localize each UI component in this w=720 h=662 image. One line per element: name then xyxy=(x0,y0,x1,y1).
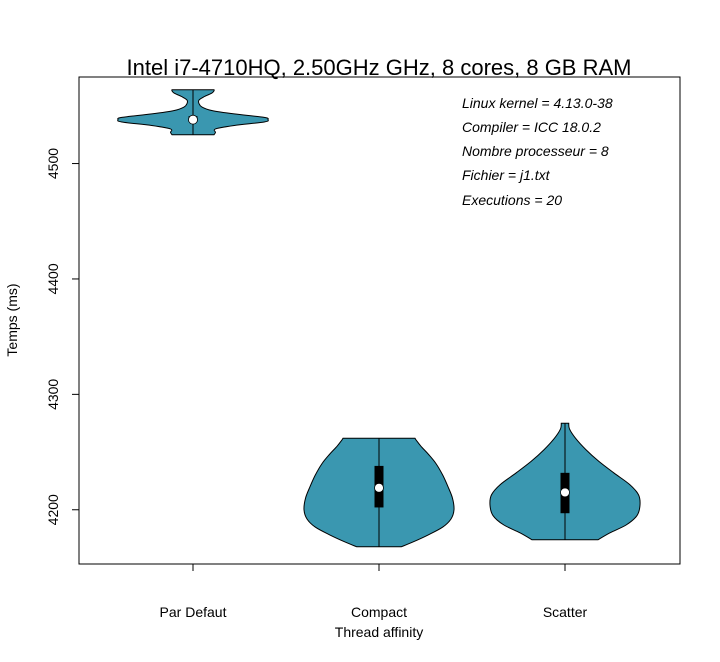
annotation-block: Linux kernel = 4.13.0-38 Compiler = ICC 1… xyxy=(462,95,613,208)
annotation-line: Nombre processeur = 8 xyxy=(462,143,609,159)
annotation-line: Fichier = j1.txt xyxy=(462,167,551,183)
violins xyxy=(117,89,641,548)
y-tick-label: 4500 xyxy=(45,148,61,179)
y-axis-label: Temps (ms) xyxy=(4,283,20,356)
y-axis: 4200 4300 4400 4500 xyxy=(45,148,79,525)
median-point xyxy=(560,487,570,498)
y-tick-label: 4400 xyxy=(45,263,61,294)
x-tick-label: Compact xyxy=(351,604,407,620)
x-axis-label: Thread affinity xyxy=(335,624,423,640)
x-tick-label: Scatter xyxy=(543,604,588,620)
annotation-line: Compiler = ICC 18.0.2 xyxy=(462,119,601,135)
annotation-line: Executions = 20 xyxy=(462,192,562,208)
x-tick-label: Par Defaut xyxy=(160,604,227,620)
chart-title: Intel i7-4710HQ, 2.50GHz GHz, 8 cores, 8… xyxy=(127,55,632,80)
annotation-line: Linux kernel = 4.13.0-38 xyxy=(462,95,613,111)
median-point xyxy=(188,114,198,125)
median-point xyxy=(374,482,384,493)
y-tick-label: 4200 xyxy=(45,494,61,525)
x-axis: Par Defaut Compact Scatter xyxy=(160,564,588,620)
y-tick-label: 4300 xyxy=(45,379,61,410)
